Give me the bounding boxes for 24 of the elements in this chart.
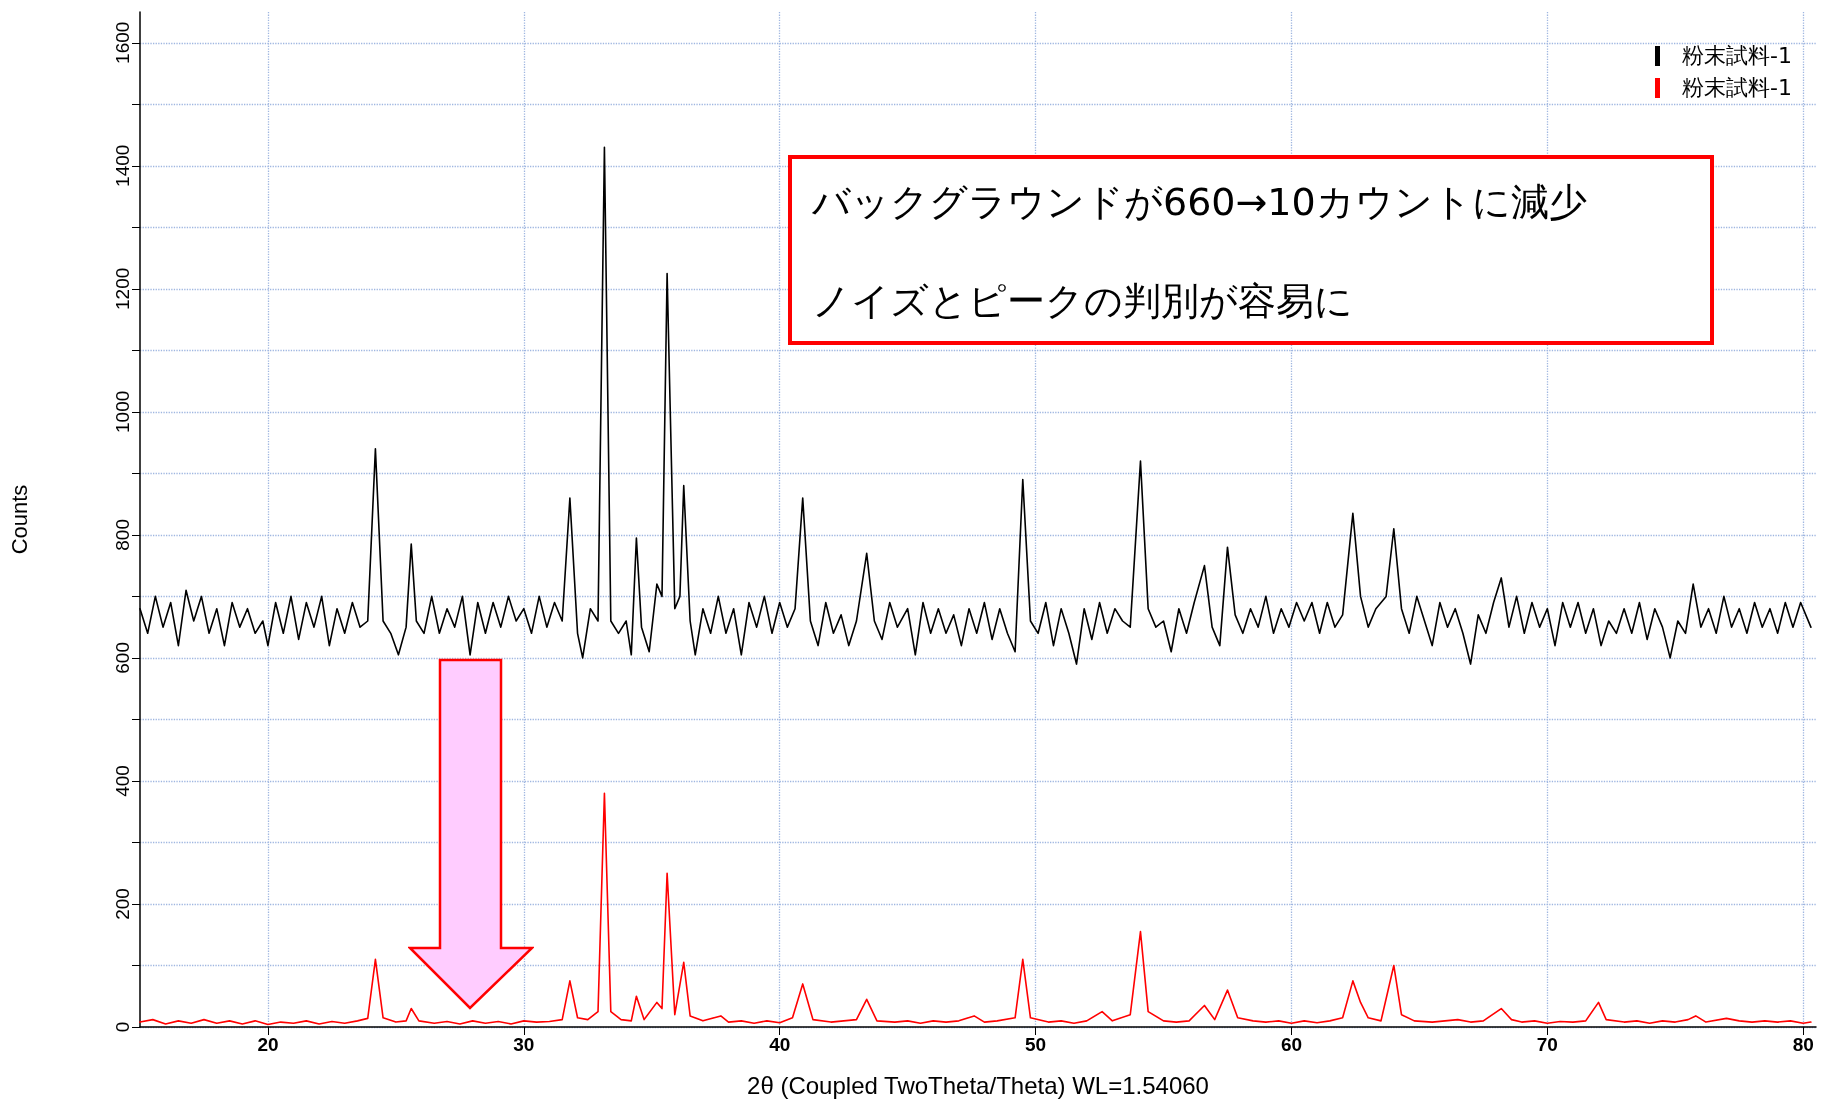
x-tick-label: 40 xyxy=(769,1034,791,1055)
y-tick-label: 1600 xyxy=(112,21,133,64)
legend-label: 粉末試料-1 xyxy=(1682,42,1792,70)
legend-label: 粉末試料-1 xyxy=(1682,74,1792,102)
y-tick-label: 1000 xyxy=(112,390,133,433)
x-tick-label: 70 xyxy=(1536,1034,1558,1055)
y-tick-label: 0 xyxy=(112,1021,133,1033)
annotation: バックグラウンドが660→10カウントに減少 xyxy=(812,179,1588,226)
y-tick-label: 600 xyxy=(112,642,133,674)
text-box: バックグラウンドが660→10カウントに減少 ノイズとピークの判別が容易に xyxy=(788,155,1714,345)
y-axis-title: Counts xyxy=(6,484,32,555)
y-tick-label: 1200 xyxy=(112,267,133,310)
x-axis-title: 2θ (Coupled TwoTheta/Theta) WL=1.54060 xyxy=(747,1071,1209,1099)
x-tick-label: 80 xyxy=(1792,1034,1814,1055)
line-series xyxy=(139,792,1812,1026)
y-tick-label: 800 xyxy=(112,519,133,551)
x-tick-label: 20 xyxy=(257,1034,279,1055)
y-tick-label: 200 xyxy=(112,888,133,920)
y-tick-label: 400 xyxy=(112,765,133,797)
x-tick-label: 60 xyxy=(1280,1034,1303,1055)
x-tick-label: 30 xyxy=(513,1034,535,1055)
y-tick-label: 1400 xyxy=(112,144,133,187)
x-tick-label: 50 xyxy=(1025,1034,1047,1055)
annotation: ノイズとピークの判別が容易に xyxy=(812,277,1354,325)
